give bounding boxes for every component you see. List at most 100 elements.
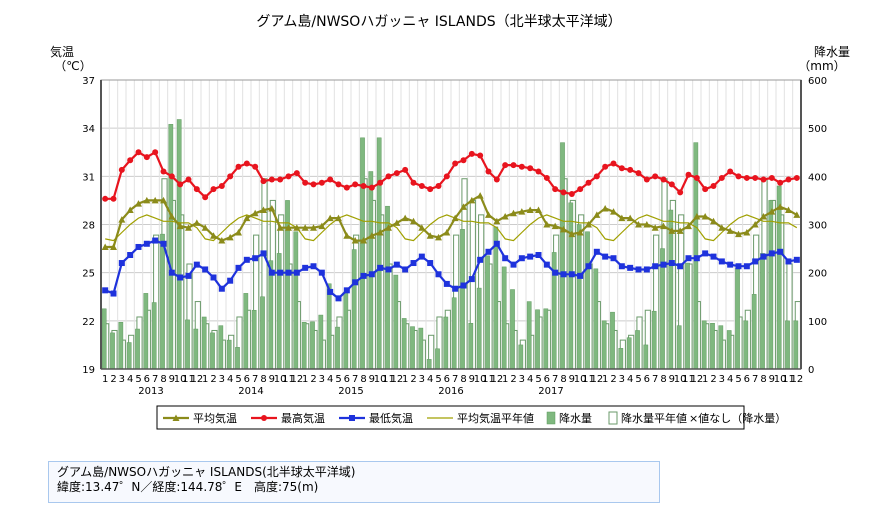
legend: 平均気温 最高気温 最低気温 平均気温平年値 降水量 降水量平年値 ×値なし（降水量） bbox=[156, 405, 786, 430]
max-temp-point bbox=[627, 166, 634, 173]
precip-bar bbox=[226, 339, 232, 370]
precip-bar bbox=[510, 289, 515, 370]
precip-bar bbox=[601, 320, 607, 370]
max-temp-point bbox=[535, 168, 542, 175]
x-month-tick: 4 bbox=[227, 374, 233, 385]
legend-precip-box bbox=[546, 411, 556, 425]
max-temp-point bbox=[302, 179, 309, 186]
max-temp-point bbox=[693, 174, 700, 181]
x-month-tick: 5 bbox=[335, 374, 341, 385]
min-temp-point bbox=[452, 285, 459, 292]
y-right-tick: 600 bbox=[808, 76, 827, 87]
y-left-tick: 22 bbox=[82, 317, 95, 328]
x-month-tick: 8 bbox=[660, 374, 666, 385]
x-month-tick: 11 bbox=[182, 374, 195, 385]
min-temp-point bbox=[293, 269, 300, 276]
avg-temp-point bbox=[376, 229, 384, 236]
max-temp-point bbox=[327, 176, 334, 183]
x-month-tick: 6 bbox=[544, 374, 550, 385]
avg-temp-point bbox=[685, 222, 692, 230]
min-temp-point bbox=[760, 253, 767, 260]
avg-temp-point bbox=[335, 214, 342, 222]
x-month-tick: 6 bbox=[744, 374, 750, 385]
avg-temp-point bbox=[635, 221, 642, 228]
min-temp-point bbox=[343, 287, 350, 294]
precip-bar bbox=[585, 231, 590, 370]
min-temp-point bbox=[477, 256, 484, 263]
max-temp-point bbox=[310, 181, 317, 188]
max-temp-point bbox=[385, 173, 392, 180]
min-temp-point bbox=[418, 253, 425, 260]
y-left-tick: 31 bbox=[82, 172, 95, 183]
max-temp-point bbox=[677, 189, 684, 196]
x-month-tick: 7 bbox=[652, 374, 658, 385]
y-right-tick: 100 bbox=[808, 317, 827, 328]
x-month-tick: 4 bbox=[327, 374, 333, 385]
min-temp-point bbox=[735, 263, 742, 270]
x-month-tick: 3 bbox=[319, 374, 325, 385]
avg-temp-point bbox=[393, 219, 401, 226]
min-temp-point bbox=[718, 258, 725, 265]
precip-bar bbox=[360, 137, 365, 370]
precip-bar bbox=[401, 318, 407, 370]
max-temp-point bbox=[427, 186, 434, 193]
avg-temp-point bbox=[101, 243, 109, 250]
precip-bar bbox=[535, 309, 540, 370]
x-month-tick: 2 bbox=[110, 374, 116, 385]
min-temp-point bbox=[218, 285, 225, 292]
precip-bar bbox=[618, 348, 624, 370]
avg-temp-point bbox=[201, 224, 209, 231]
min-temp-point bbox=[360, 272, 367, 279]
min-temp-point bbox=[610, 255, 617, 262]
x-month-tick: 4 bbox=[627, 374, 633, 385]
max-temp-point bbox=[218, 182, 225, 189]
max-temp-point bbox=[477, 152, 484, 159]
min-temp-point bbox=[118, 260, 125, 267]
avg-temp-point bbox=[535, 206, 542, 214]
precip-bar bbox=[310, 321, 315, 370]
precip-bar bbox=[451, 297, 457, 370]
legend-min-marker bbox=[349, 415, 355, 421]
y-right-label-line: 降水量 bbox=[814, 45, 850, 59]
y-right-tick: 400 bbox=[808, 172, 827, 183]
min-temp-point bbox=[235, 264, 242, 271]
x-month-tick: 5 bbox=[435, 374, 441, 385]
precip-bar bbox=[610, 311, 615, 370]
y-right-tick: 0 bbox=[808, 365, 814, 376]
max-temp-point bbox=[793, 174, 800, 181]
year-labels: 2013 2014 2015 2016 2017 bbox=[138, 386, 563, 397]
legend-missing-label: ×値なし（降水量） bbox=[689, 411, 786, 425]
max-temp-point bbox=[352, 181, 359, 188]
precip-bar bbox=[318, 314, 324, 370]
x-month-tick: 6 bbox=[644, 374, 650, 385]
x-month-tick: 5 bbox=[735, 374, 741, 385]
precip-bar bbox=[176, 119, 182, 370]
avg-temp-point bbox=[668, 227, 676, 234]
max-temp-point bbox=[585, 179, 592, 186]
min-temp-point bbox=[502, 255, 509, 262]
x-month-tick: 10 bbox=[374, 374, 387, 385]
min-temp-point bbox=[518, 255, 525, 262]
min-temp-point bbox=[327, 288, 334, 295]
x-month-tick: 3 bbox=[619, 374, 625, 385]
max-temp-point bbox=[110, 195, 117, 202]
precip-bar bbox=[343, 291, 349, 370]
avg-temp-point bbox=[318, 222, 326, 230]
min-temp-point bbox=[643, 266, 650, 273]
avg-temp-point bbox=[760, 212, 767, 220]
max-temp-point bbox=[452, 160, 459, 167]
precip-bar bbox=[118, 322, 124, 370]
x-month-tick: 12 bbox=[390, 374, 403, 385]
x-month-tick: 11 bbox=[682, 374, 695, 385]
precip-bar bbox=[443, 316, 449, 370]
precip-bar bbox=[218, 325, 224, 370]
precip-bar bbox=[701, 320, 707, 370]
precip-bar bbox=[185, 319, 190, 370]
x-month-tick: 11 bbox=[282, 374, 295, 385]
min-temp-point bbox=[277, 269, 284, 276]
x-month-tick: 9 bbox=[569, 374, 575, 385]
precip-bar bbox=[785, 320, 790, 370]
precip-bar bbox=[776, 185, 782, 370]
